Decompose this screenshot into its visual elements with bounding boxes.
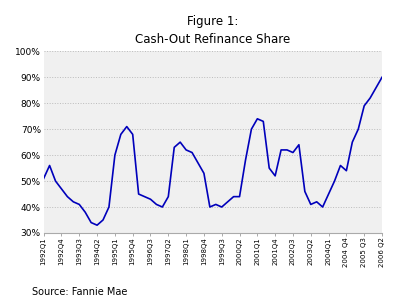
Text: Source: Fannie Mae: Source: Fannie Mae <box>32 287 127 297</box>
Title: Figure 1:
Cash-Out Refinance Share: Figure 1: Cash-Out Refinance Share <box>135 15 290 46</box>
